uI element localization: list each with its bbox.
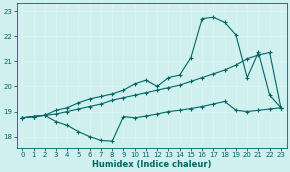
X-axis label: Humidex (Indice chaleur): Humidex (Indice chaleur) [92,159,211,169]
